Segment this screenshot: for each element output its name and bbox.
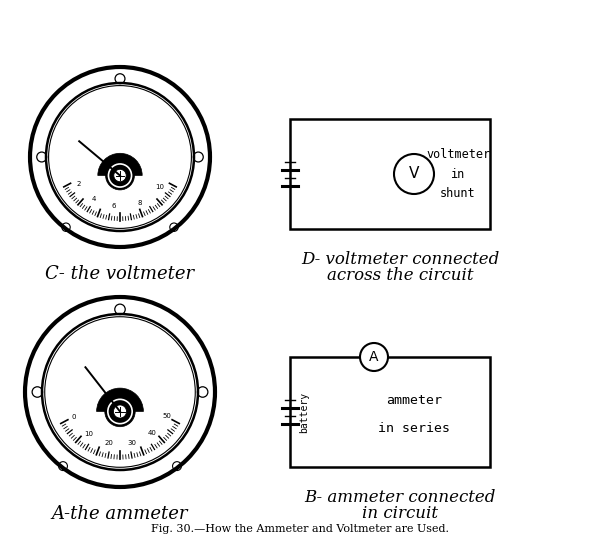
Text: 6: 6	[112, 203, 116, 210]
Circle shape	[42, 314, 198, 470]
Circle shape	[106, 161, 134, 190]
Text: 40: 40	[148, 430, 157, 436]
Bar	[290, 357, 490, 467]
Text: ammeter: ammeter	[386, 394, 442, 408]
Text: 30: 30	[127, 440, 136, 446]
Circle shape	[360, 343, 388, 371]
Text: in series: in series	[378, 422, 450, 435]
Text: 10: 10	[155, 184, 164, 190]
Circle shape	[46, 83, 194, 231]
Circle shape	[49, 85, 191, 229]
Text: across the circuit: across the circuit	[327, 267, 473, 284]
Text: C- the voltmeter: C- the voltmeter	[46, 265, 194, 283]
Text: 20: 20	[104, 440, 113, 446]
Text: 50: 50	[162, 413, 171, 419]
Text: shunt: shunt	[440, 187, 476, 200]
Text: 2: 2	[76, 181, 80, 187]
Circle shape	[105, 396, 135, 427]
Text: 8: 8	[137, 200, 142, 206]
Bar	[290, 119, 490, 229]
Circle shape	[109, 164, 131, 187]
Text: in circuit: in circuit	[362, 505, 438, 522]
Text: in: in	[451, 167, 465, 181]
Text: A-the ammeter: A-the ammeter	[52, 505, 188, 523]
Wedge shape	[98, 153, 142, 176]
Circle shape	[25, 297, 215, 487]
Text: D- voltmeter connected: D- voltmeter connected	[301, 251, 499, 268]
Text: battery: battery	[299, 392, 309, 433]
Circle shape	[30, 67, 210, 247]
Wedge shape	[97, 388, 143, 411]
Circle shape	[108, 399, 132, 424]
Text: B- ammeter connected: B- ammeter connected	[304, 489, 496, 506]
Text: Fig. 30.—How the Ammeter and Voltmeter are Used.: Fig. 30.—How the Ammeter and Voltmeter a…	[151, 524, 449, 534]
Text: voltmeter: voltmeter	[426, 148, 490, 161]
Text: V: V	[409, 166, 419, 182]
Circle shape	[113, 405, 127, 418]
Text: 10: 10	[84, 431, 93, 437]
Text: A: A	[369, 350, 379, 364]
Text: 0: 0	[71, 414, 76, 420]
Circle shape	[45, 317, 195, 467]
Circle shape	[394, 154, 434, 194]
Circle shape	[114, 169, 126, 182]
Text: 4: 4	[92, 196, 96, 202]
